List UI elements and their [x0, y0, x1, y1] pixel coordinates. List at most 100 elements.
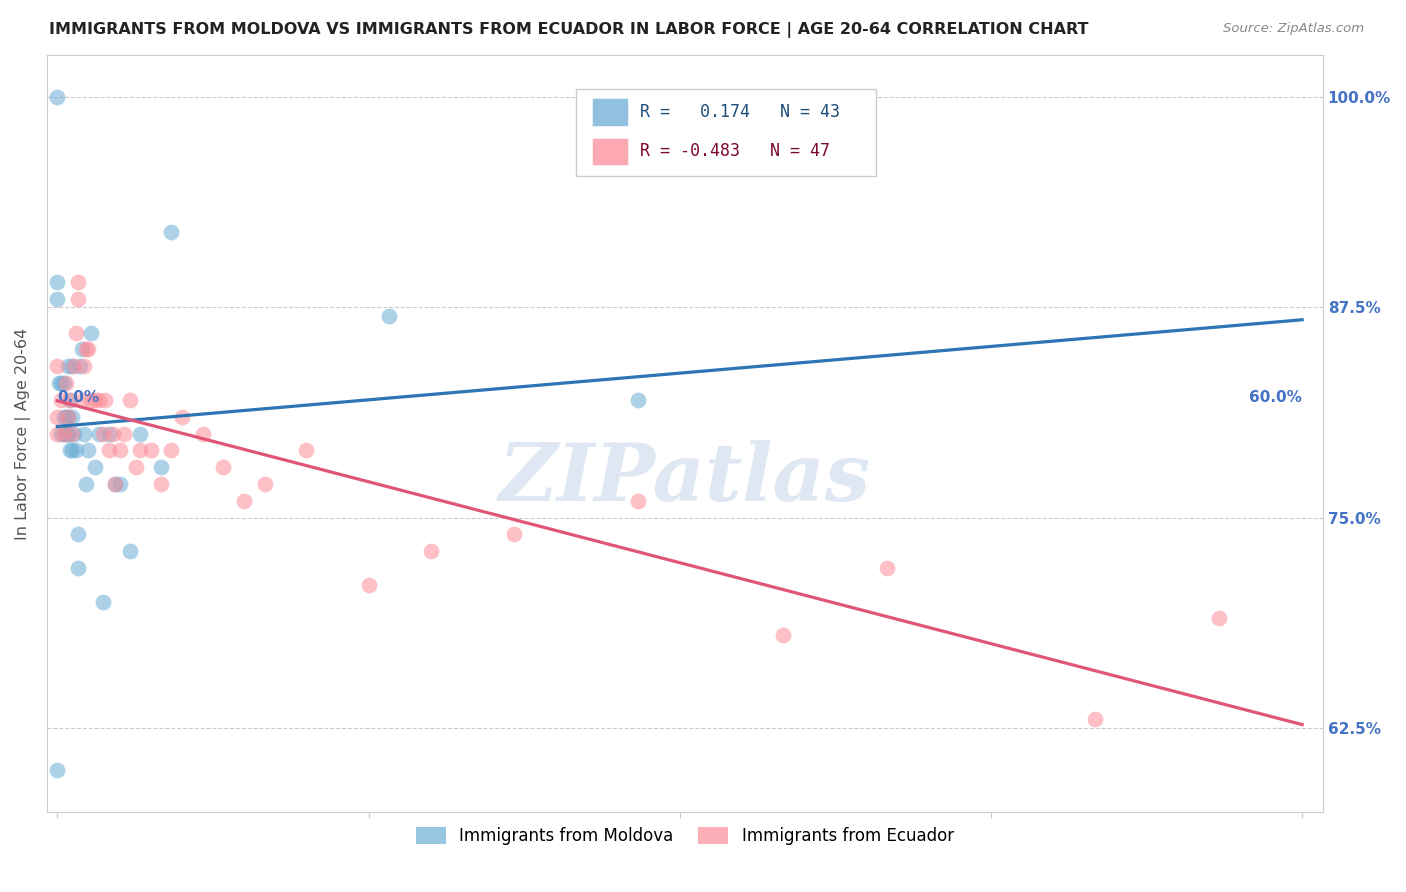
Text: R = -0.483   N = 47: R = -0.483 N = 47 [640, 142, 831, 161]
FancyBboxPatch shape [592, 137, 627, 165]
Point [160, 225, 183, 239]
Point [98, 443, 121, 458]
Point [87, 426, 110, 441]
Point [59, 443, 82, 458]
Point [52, 426, 75, 441]
Point [79, 326, 101, 340]
Point [1208, 611, 1230, 625]
Point [77, 443, 100, 458]
Y-axis label: In Labor Force | Age 20-64: In Labor Force | Age 20-64 [15, 327, 31, 540]
Text: ZIPatlas: ZIPatlas [499, 440, 870, 517]
Point [83, 460, 105, 475]
Point [65, 443, 87, 458]
Point [91, 426, 114, 441]
Point [69, 359, 91, 374]
Point [104, 477, 127, 491]
Point [51, 426, 73, 441]
Point [73, 426, 96, 441]
Point [1084, 712, 1107, 726]
Text: 0.0%: 0.0% [58, 391, 100, 405]
Point [60, 359, 83, 374]
Point [46, 359, 69, 374]
Point [63, 426, 86, 441]
Point [46, 90, 69, 104]
Point [108, 443, 131, 458]
Point [104, 477, 127, 491]
Point [77, 343, 100, 357]
Point [73, 359, 96, 374]
Point [118, 544, 141, 558]
Point [87, 392, 110, 407]
Text: IMMIGRANTS FROM MOLDOVA VS IMMIGRANTS FROM ECUADOR IN LABOR FORCE | AGE 20-64 CO: IMMIGRANTS FROM MOLDOVA VS IMMIGRANTS FR… [49, 22, 1088, 38]
Point [52, 409, 75, 424]
Text: 60.0%: 60.0% [1250, 391, 1302, 405]
Point [67, 527, 90, 541]
Text: Source: ZipAtlas.com: Source: ZipAtlas.com [1223, 22, 1364, 36]
Point [419, 544, 441, 558]
Point [56, 426, 79, 441]
Point [233, 493, 256, 508]
Point [83, 392, 105, 407]
Point [79, 392, 101, 407]
Point [60, 409, 83, 424]
Point [56, 426, 79, 441]
Legend: Immigrants from Moldova, Immigrants from Ecuador: Immigrants from Moldova, Immigrants from… [416, 827, 953, 845]
Point [108, 477, 131, 491]
Point [357, 578, 380, 592]
Point [67, 275, 90, 289]
Point [170, 409, 193, 424]
Point [212, 460, 235, 475]
Point [378, 309, 401, 323]
Point [55, 409, 77, 424]
Point [46, 409, 69, 424]
Point [46, 275, 69, 289]
Point [295, 443, 318, 458]
Point [112, 426, 135, 441]
Point [51, 376, 73, 390]
Point [139, 443, 162, 458]
Point [98, 426, 121, 441]
Point [56, 409, 79, 424]
Point [70, 392, 93, 407]
Point [103, 426, 125, 441]
Point [46, 763, 69, 777]
Point [56, 359, 79, 374]
Point [52, 426, 75, 441]
Point [627, 493, 650, 508]
Point [129, 426, 152, 441]
Point [60, 426, 83, 441]
Point [75, 477, 97, 491]
Point [118, 392, 141, 407]
Point [67, 561, 90, 575]
Point [150, 460, 173, 475]
Point [94, 392, 117, 407]
Point [191, 426, 214, 441]
Point [125, 460, 148, 475]
Point [70, 343, 93, 357]
Point [59, 392, 82, 407]
Point [55, 376, 77, 390]
Point [160, 443, 183, 458]
Point [67, 292, 90, 306]
Point [51, 392, 73, 407]
Point [56, 409, 79, 424]
Point [60, 443, 83, 458]
Point [91, 595, 114, 609]
Point [627, 392, 650, 407]
FancyBboxPatch shape [592, 98, 627, 126]
Point [150, 477, 173, 491]
Text: R =   0.174   N = 43: R = 0.174 N = 43 [640, 103, 841, 121]
Point [46, 292, 69, 306]
Point [55, 426, 77, 441]
Point [59, 392, 82, 407]
Point [65, 326, 87, 340]
Point [772, 628, 794, 642]
Point [253, 477, 276, 491]
Point [46, 426, 69, 441]
FancyBboxPatch shape [576, 89, 876, 177]
Point [48, 376, 70, 390]
Point [502, 527, 524, 541]
Point [75, 343, 97, 357]
Point [63, 359, 86, 374]
Point [52, 376, 75, 390]
